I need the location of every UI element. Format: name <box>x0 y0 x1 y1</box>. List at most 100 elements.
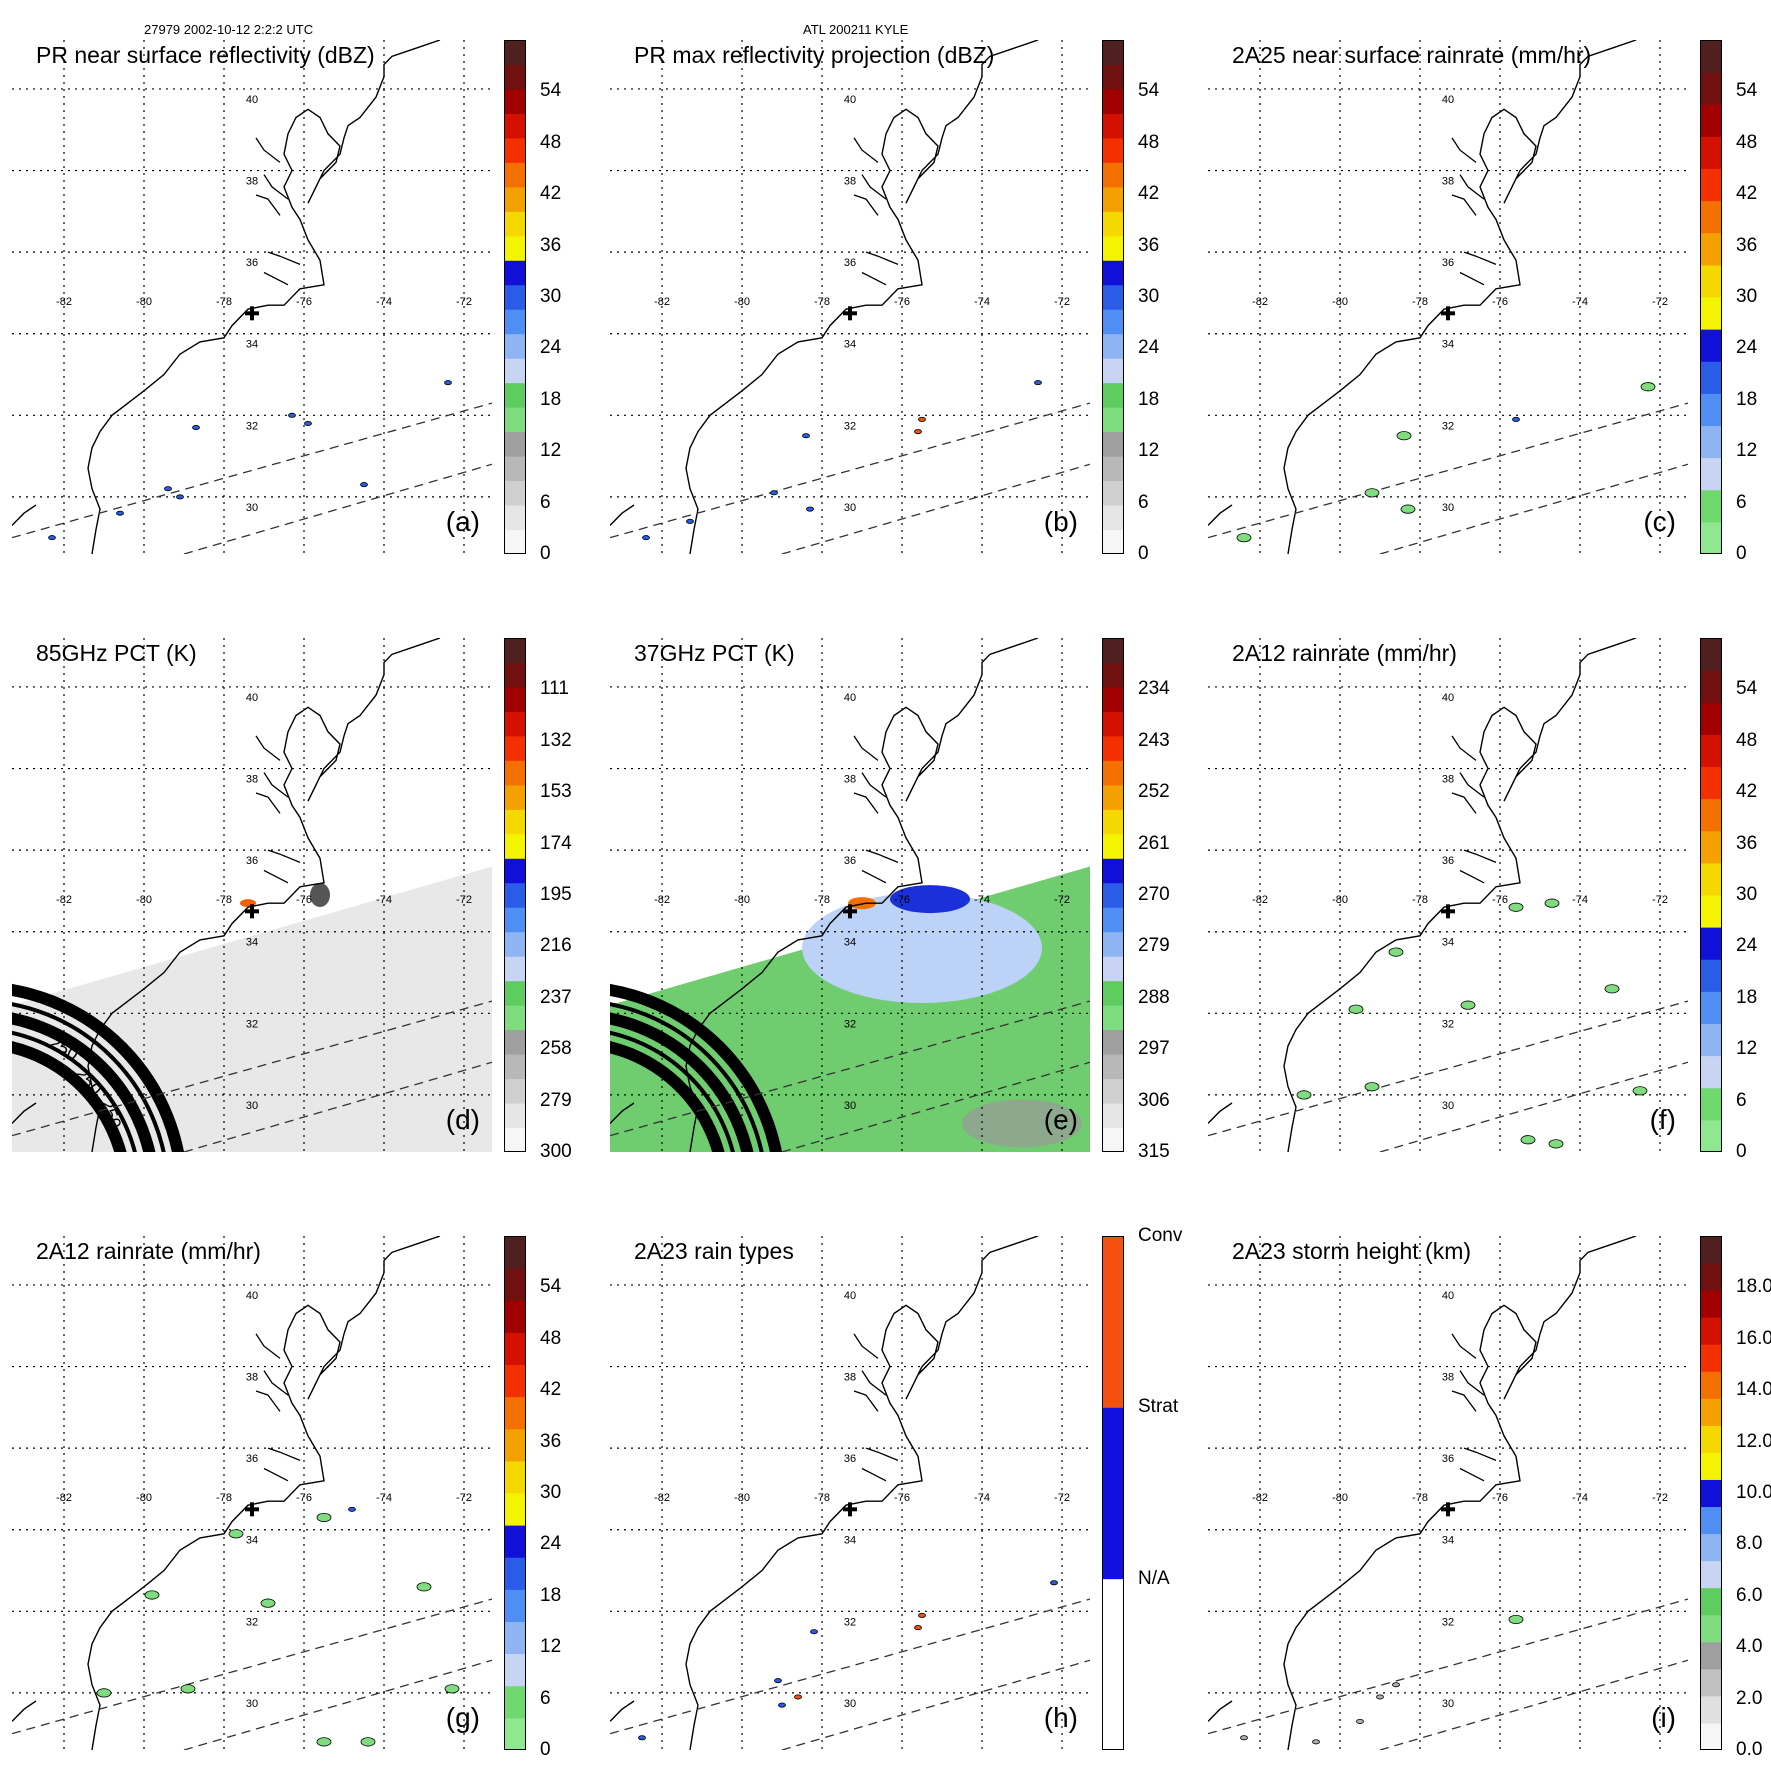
colorbar-segment <box>1102 735 1124 761</box>
gulf-coastline <box>610 504 635 526</box>
colorbar-segment <box>1700 862 1722 896</box>
colorbar-segment <box>504 1653 526 1687</box>
echo-cell <box>1388 947 1404 957</box>
lat-label: 32 <box>246 420 258 432</box>
colorbar-tick-label: 18 <box>1736 388 1758 410</box>
colorbar-tick-label: 42 <box>1736 781 1758 803</box>
lat-label: 30 <box>844 1698 856 1710</box>
echo-cell <box>1356 1718 1364 1724</box>
colorbar-segment <box>1700 1560 1722 1589</box>
swath-edge-south <box>781 1061 1090 1152</box>
colorbar-tick-label: 12 <box>1736 1038 1758 1060</box>
storm-center-marker <box>1441 904 1455 919</box>
lat-label: 40 <box>1442 692 1454 704</box>
colorbar-tick-label: 42 <box>1736 183 1758 205</box>
lon-label: -72 <box>1652 1492 1668 1504</box>
lat-label: 32 <box>246 1616 258 1628</box>
lat-label: 34 <box>844 937 856 949</box>
colorbar-segment <box>504 1621 526 1655</box>
colorbar-c <box>1700 40 1722 554</box>
lat-label: 36 <box>246 257 258 269</box>
lon-label: -72 <box>1054 1492 1070 1504</box>
coastline <box>87 638 441 1152</box>
colorbar-tick-label: 30 <box>1736 884 1758 905</box>
bay-coastline <box>853 735 879 761</box>
colorbar-segment <box>1102 1127 1124 1152</box>
lat-label: 36 <box>1442 257 1454 269</box>
colorbar-segment <box>1102 186 1124 212</box>
echo-cell <box>444 1684 460 1694</box>
lat-label: 34 <box>844 1535 856 1547</box>
colorbar-segment <box>504 235 526 261</box>
colorbar-segment <box>504 784 526 810</box>
bay-coastline <box>1451 1390 1477 1412</box>
colorbar-segment <box>1102 1029 1124 1055</box>
echo-cell <box>116 510 124 516</box>
colorbar-segment <box>1102 662 1124 688</box>
lat-label: 32 <box>844 420 856 432</box>
lon-label: -82 <box>56 894 72 906</box>
colorbar-segment <box>504 260 526 286</box>
lon-label: -74 <box>376 1492 392 1504</box>
lat-label: 34 <box>844 339 856 351</box>
echo-cell <box>316 1737 332 1747</box>
colorbar-segment <box>1700 1398 1722 1426</box>
bay-coastline <box>861 1370 887 1396</box>
bay-coastline <box>861 271 887 286</box>
colorbar-tick-label: 300 <box>540 1141 572 1162</box>
echo-cell <box>1236 533 1252 543</box>
colorbar-svg <box>504 40 526 554</box>
echo-cell <box>360 1737 376 1747</box>
colorbar-segment <box>1102 1407 1124 1580</box>
lon-label: -72 <box>1054 894 1070 906</box>
colorbar-segment <box>504 211 526 237</box>
colorbar-segment <box>504 162 526 188</box>
colorbar-segment <box>504 1127 526 1152</box>
coastline <box>1283 1236 1637 1750</box>
echo-cell <box>96 1688 112 1698</box>
colorbar-segment <box>504 1300 526 1333</box>
bay-coastline <box>263 1370 289 1396</box>
colorbar-tick-label: 54 <box>1736 80 1758 102</box>
colorbar-segment <box>1102 113 1124 139</box>
colorbar-segment <box>1700 457 1722 491</box>
storm-name-header: ATL 200211 KYLE <box>803 22 909 37</box>
colorbar-tick-label: 18 <box>1736 986 1758 1008</box>
lon-label: -82 <box>56 1492 72 1504</box>
lat-label: 34 <box>1442 339 1454 351</box>
bay-coastline <box>853 1333 879 1359</box>
swath-edge-north <box>610 1598 1090 1735</box>
colorbar-segment <box>1102 809 1124 835</box>
colorbar-tick-label: 243 <box>1138 729 1170 751</box>
gulf-coastline <box>12 504 37 526</box>
map-canvas: -82 -80 -78 -76 -74 -72 30 32 34 36 38 40 <box>12 1236 492 1750</box>
lon-label: -72 <box>1652 894 1668 906</box>
lat-label: 36 <box>1442 1453 1454 1465</box>
colorbar-h <box>1102 1236 1124 1750</box>
colorbar-segment <box>504 284 526 310</box>
swath-edge-north <box>610 402 1090 539</box>
panel-title: PR max reflectivity projection (dBZ) <box>634 42 995 68</box>
map-canvas: -82 -80 -78 -76 -74 -72 30 32 34 36 38 40 <box>1208 40 1688 554</box>
colorbar-segment <box>504 40 526 65</box>
echo-cell <box>1050 1580 1058 1586</box>
bay-coastline <box>1451 1333 1477 1359</box>
colorbar-segment <box>1102 505 1124 531</box>
lat-label: 38 <box>246 176 258 188</box>
lat-label: 32 <box>1442 420 1454 432</box>
lat-label: 36 <box>1442 855 1454 867</box>
echo-cell <box>1544 898 1560 908</box>
bay-coastline <box>263 1467 289 1482</box>
colorbar-segment <box>1102 784 1124 810</box>
panel-title: 2A23 rain types <box>634 1238 794 1264</box>
colorbar-segment <box>1102 529 1124 554</box>
storm-center-marker <box>1441 306 1455 321</box>
colorbar-tick-label: 48 <box>540 1327 562 1349</box>
lat-label: 40 <box>246 692 258 704</box>
colorbar-segment <box>1700 425 1722 459</box>
colorbar-tick-label: 252 <box>1138 781 1170 803</box>
echo-cell <box>1312 1739 1320 1745</box>
bay-coastline <box>1459 1467 1485 1482</box>
colorbar-segment <box>504 407 526 433</box>
echo-cell <box>1460 1000 1476 1010</box>
